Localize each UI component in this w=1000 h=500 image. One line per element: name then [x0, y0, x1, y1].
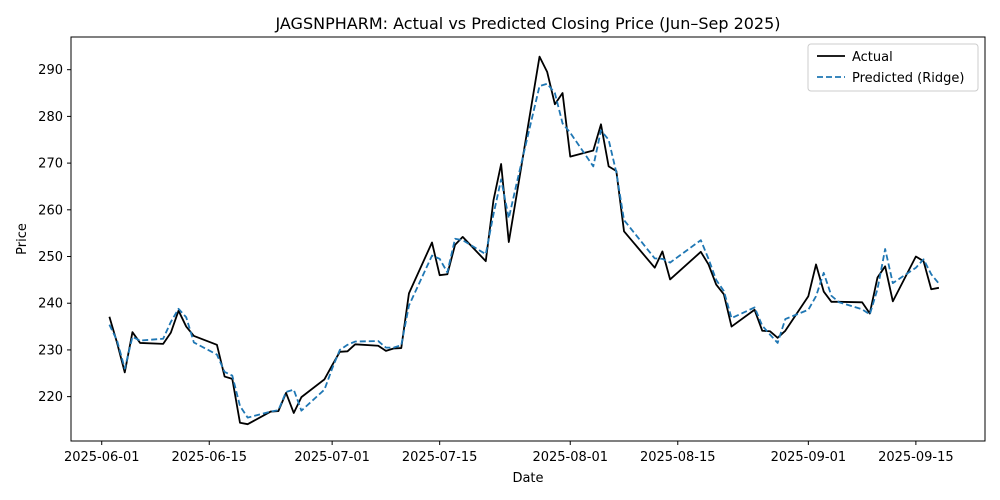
legend-box	[807, 43, 979, 92]
x-tick-label: 2025-06-15	[171, 450, 247, 465]
legend-label-predicted: Predicted (Ridge)	[852, 71, 964, 86]
series-line-0	[108, 55, 940, 426]
chart-title: JAGSNPHARM: Actual vs Predicted Closing …	[274, 14, 780, 33]
x-tick-label: 2025-07-15	[402, 450, 478, 465]
x-tick-label: 2025-08-15	[640, 450, 716, 465]
plot-frame	[70, 36, 986, 442]
y-tick-label: 270	[38, 157, 63, 172]
x-tick-label: 2025-09-01	[771, 450, 847, 465]
plot-area	[70, 36, 986, 442]
x-tick-label: 2025-07-01	[294, 450, 370, 465]
y-tick-label: 280	[38, 110, 63, 125]
y-tick-label: 290	[38, 63, 63, 78]
y-axis: 220 230 240 250 260 270 280 290	[38, 63, 71, 405]
y-tick-label: 230	[38, 343, 63, 358]
plot-background	[71, 37, 985, 441]
x-tick-label: 2025-08-01	[532, 450, 608, 465]
series-layer	[108, 55, 940, 426]
y-axis-label: Price	[15, 223, 30, 255]
y-tick-label: 250	[38, 250, 63, 265]
y-tick-label: 220	[38, 390, 63, 405]
x-axis: 2025-06-01 2025-06-15 2025-07-01 2025-07-15…	[64, 441, 954, 465]
legend-label-actual: Actual	[852, 50, 893, 65]
x-tick-label: 2025-09-15	[878, 450, 954, 465]
y-tick-label: 260	[38, 203, 63, 218]
y-tick-label: 240	[38, 297, 63, 312]
x-tick-label: 2025-06-01	[64, 450, 140, 465]
series-line-1	[108, 82, 940, 419]
legend: Actual Predicted (Ridge)	[807, 43, 979, 92]
x-axis-label: Date	[512, 471, 543, 486]
